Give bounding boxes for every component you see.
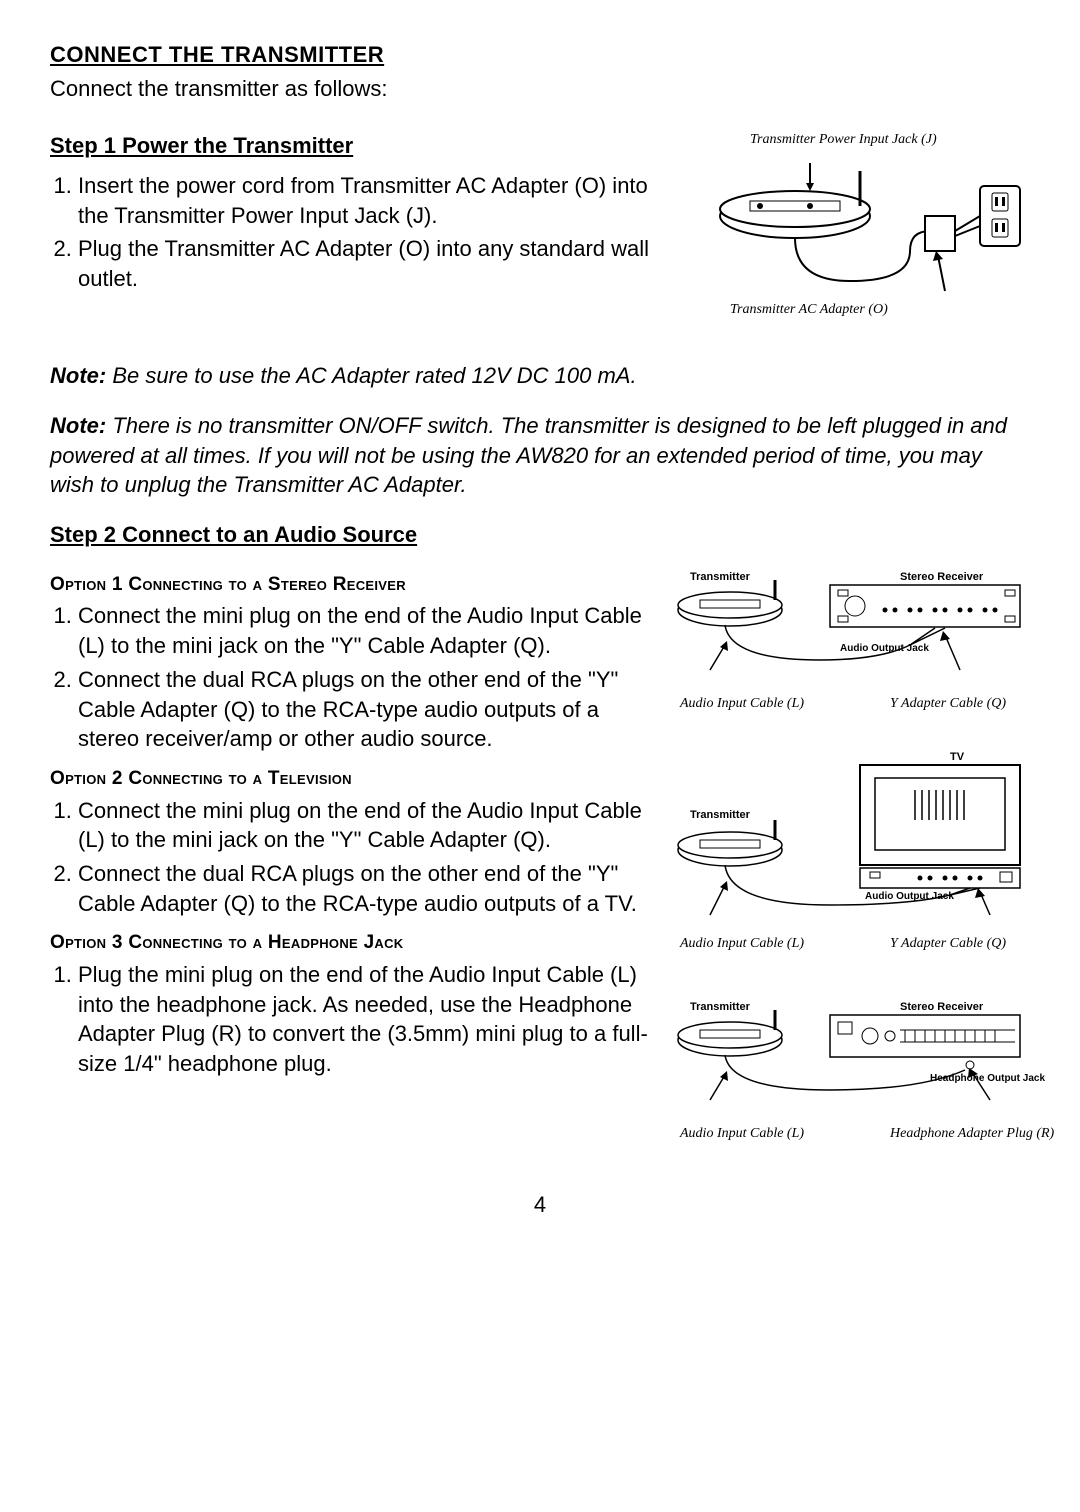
list-item: Plug the mini plug on the end of the Aud… [78, 960, 650, 1079]
fig-right-label: Y Adapter Cable (Q) [890, 695, 1006, 714]
step1-title: Step 1 Power the Transmitter [50, 131, 680, 161]
note-body: Be sure to use the AC Adapter rated 12V … [112, 363, 636, 388]
fig-device-label: TV [950, 750, 964, 765]
intro-text: Connect the transmitter as follows: [50, 74, 1030, 104]
option3-figure: Transmitter Stereo Receiver [670, 1000, 1030, 1160]
fig-left-label: Audio Input Cable (L) [680, 1125, 804, 1144]
fig-left-label: Audio Input Cable (L) [680, 935, 804, 954]
option2-figure: Transmitter TV [670, 750, 1030, 970]
fig-jack-label: Audio Output Jack [865, 890, 954, 904]
step1-item: Plug the Transmitter AC Adapter (O) into… [78, 234, 680, 293]
step2-title: Step 2 Connect to an Audio Source [50, 520, 1030, 550]
list-item: Connect the dual RCA plugs on the other … [78, 665, 650, 754]
option2-title: Option 2 Connecting to a Television [50, 766, 650, 792]
note-prefix: Note: [50, 363, 106, 388]
fig-tx-label: Transmitter [690, 1000, 750, 1015]
list-item: Connect the mini plug on the end of the … [78, 796, 650, 855]
fig-jack-label: Headphone Output Jack [930, 1072, 1045, 1086]
option1-figure: Transmitter Stereo Receiver [670, 570, 1030, 730]
option1-list: Connect the mini plug on the end of the … [50, 601, 650, 753]
fig-device-label: Stereo Receiver [900, 1000, 983, 1015]
list-item: Connect the dual RCA plugs on the other … [78, 859, 650, 918]
note-2: Note: There is no transmitter ON/OFF swi… [50, 411, 1030, 500]
section-title: CONNECT THE TRANSMITTER [50, 40, 1030, 70]
option2-list: Connect the mini plug on the end of the … [50, 796, 650, 919]
fig-device-label: Stereo Receiver [900, 570, 983, 585]
note-body: There is no transmitter ON/OFF switch. T… [50, 413, 1007, 497]
option1-title: Option 1 Connecting to a Stereo Receiver [50, 572, 650, 598]
option3-list: Plug the mini plug on the end of the Aud… [50, 960, 650, 1079]
note-prefix: Note: [50, 413, 106, 438]
step1-list: Insert the power cord from Transmitter A… [50, 171, 680, 294]
fig-right-label: Headphone Adapter Plug (R) [890, 1125, 1054, 1144]
fig-tx-label: Transmitter [690, 808, 750, 823]
fig-right-label: Y Adapter Cable (Q) [890, 935, 1006, 954]
fig1-label-top: Transmitter Power Input Jack (J) [750, 131, 937, 150]
fig-jack-label: Audio Output Jack [840, 642, 929, 656]
page-number: 4 [50, 1190, 1030, 1220]
step1-item: Insert the power cord from Transmitter A… [78, 171, 680, 230]
note-1: Note: Be sure to use the AC Adapter rate… [50, 361, 1030, 391]
step1-figure: Transmitter Power Input Jack (J) [700, 131, 1030, 341]
list-item: Connect the mini plug on the end of the … [78, 601, 650, 660]
fig-tx-label: Transmitter [690, 570, 750, 585]
fig-left-label: Audio Input Cable (L) [680, 695, 804, 714]
option3-title: Option 3 Connecting to a Headphone Jack [50, 930, 650, 956]
fig1-label-bottom: Transmitter AC Adapter (O) [730, 301, 888, 320]
